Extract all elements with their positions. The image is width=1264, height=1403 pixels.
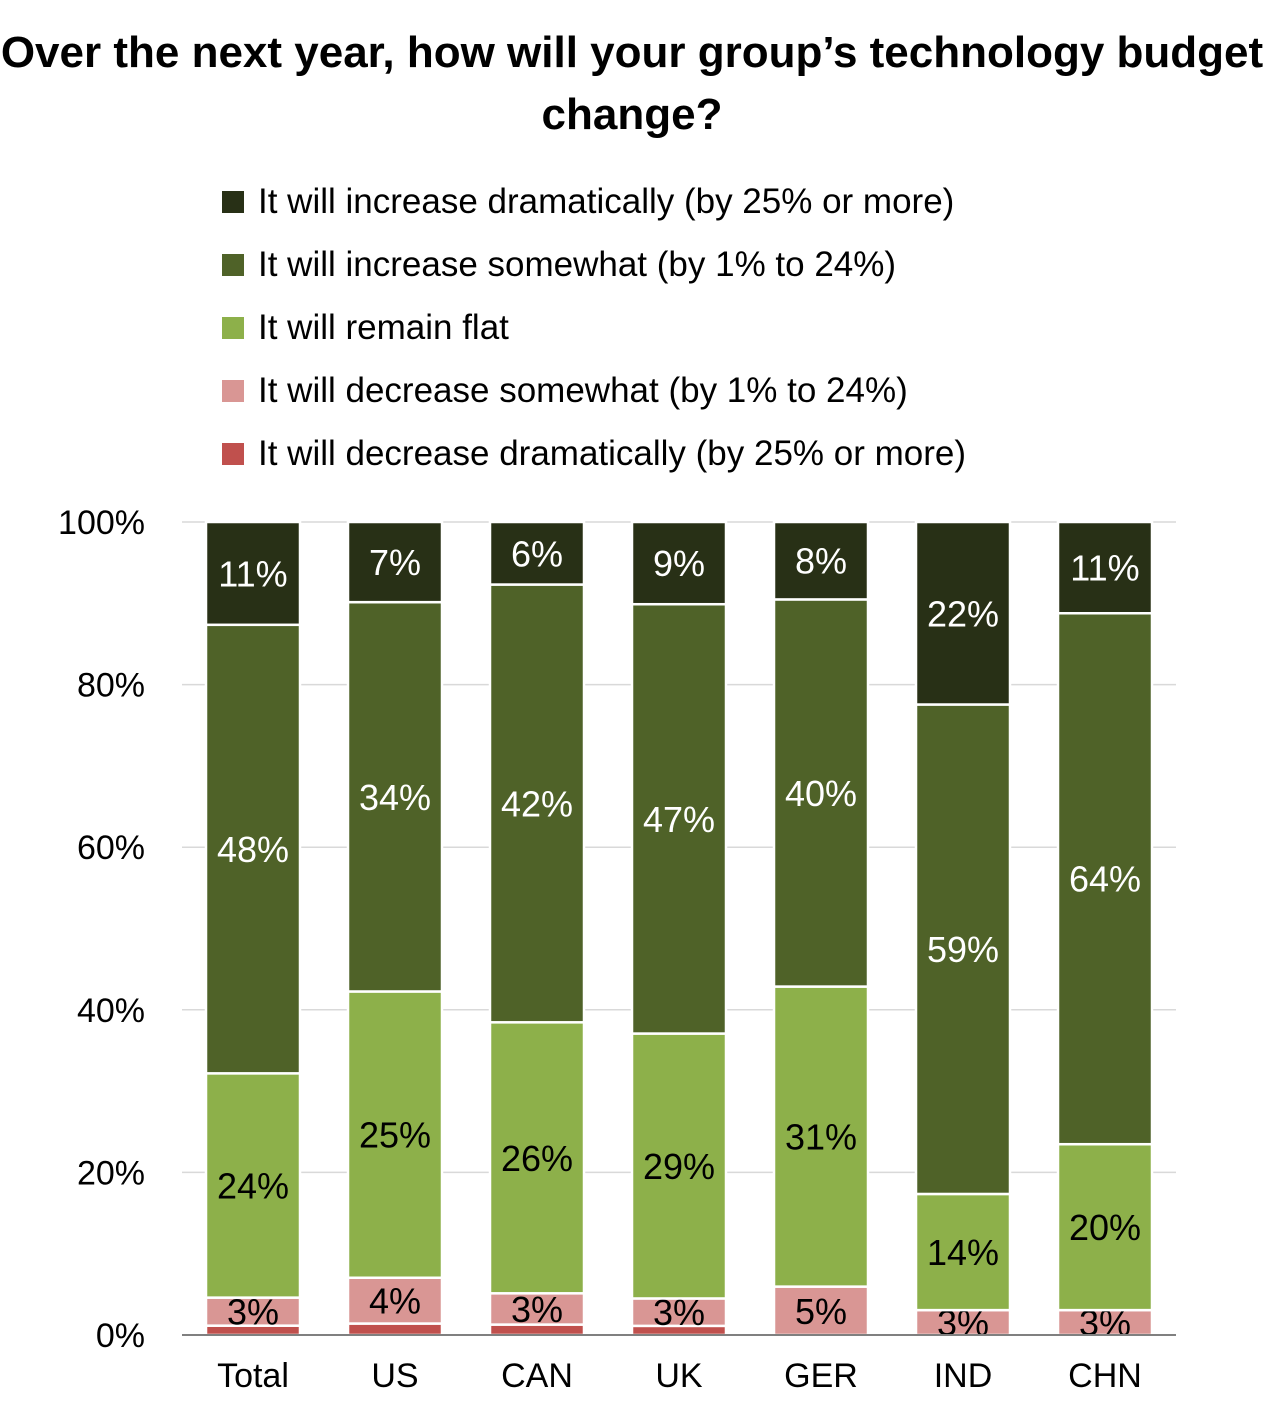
legend-label: It will increase somewhat (by 1% to 24%) bbox=[258, 244, 897, 284]
data-label: 64% bbox=[1069, 859, 1141, 900]
y-tick-label: 0% bbox=[96, 1317, 145, 1355]
data-label: 3% bbox=[511, 1289, 563, 1330]
data-label: 6% bbox=[511, 533, 563, 574]
bar-segment bbox=[204, 520, 302, 627]
x-tick-label: CHN bbox=[1068, 1357, 1142, 1395]
data-label: 5% bbox=[795, 1291, 847, 1332]
bar-segment bbox=[1056, 520, 1154, 615]
legend-label: It will increase dramatically (by 25% or… bbox=[258, 181, 955, 221]
legend-label: It will remain flat bbox=[258, 307, 509, 347]
bar-segment bbox=[204, 1296, 302, 1327]
data-label: 59% bbox=[927, 929, 999, 970]
legend-item: It will increase somewhat (by 1% to 24%) bbox=[222, 233, 966, 296]
legend-item: It will increase dramatically (by 25% or… bbox=[222, 170, 966, 233]
legend-swatch bbox=[222, 442, 244, 465]
bar-segment bbox=[488, 583, 586, 1024]
y-tick-label: 60% bbox=[77, 829, 145, 867]
data-label: 8% bbox=[795, 541, 847, 582]
legend-item: It will decrease somewhat (by 1% to 24%) bbox=[222, 359, 966, 422]
bar-segment bbox=[630, 520, 728, 606]
bar-segment bbox=[346, 1322, 444, 1337]
legend-label: It will decrease somewhat (by 1% to 24%) bbox=[258, 370, 908, 410]
data-label: 25% bbox=[359, 1115, 431, 1156]
data-label: 26% bbox=[501, 1138, 573, 1179]
y-tick-label: 80% bbox=[77, 667, 145, 705]
bar-segment bbox=[630, 1032, 728, 1300]
data-label: 34% bbox=[359, 777, 431, 818]
bar-segment bbox=[346, 600, 444, 993]
data-label: 24% bbox=[217, 1165, 289, 1206]
x-tick-label: IND bbox=[934, 1357, 993, 1395]
legend-item: It will decrease dramatically (by 25% or… bbox=[222, 422, 966, 485]
data-label: 11% bbox=[1070, 548, 1139, 589]
data-label: 40% bbox=[785, 773, 857, 814]
data-label: 22% bbox=[927, 593, 999, 634]
data-label: 48% bbox=[217, 829, 289, 870]
data-label: 29% bbox=[643, 1146, 715, 1187]
data-label: 47% bbox=[643, 799, 715, 840]
legend: It will increase dramatically (by 25% or… bbox=[222, 170, 966, 485]
data-label: 20% bbox=[1069, 1207, 1141, 1248]
legend-swatch bbox=[222, 379, 244, 402]
x-tick-label: Total bbox=[217, 1357, 289, 1395]
legend-label: It will decrease dramatically (by 25% or… bbox=[258, 433, 967, 473]
bar-segment bbox=[772, 598, 870, 988]
data-label: 4% bbox=[369, 1281, 421, 1322]
bar-segment bbox=[488, 520, 586, 586]
bar-segment bbox=[772, 520, 870, 601]
x-tick-label: UK bbox=[655, 1357, 703, 1395]
y-tick-label: 40% bbox=[77, 992, 145, 1030]
bar-segment bbox=[914, 703, 1012, 1196]
legend-swatch bbox=[222, 190, 244, 213]
x-tick-label: GER bbox=[784, 1357, 858, 1395]
legend-swatch bbox=[222, 253, 244, 276]
data-label: 14% bbox=[927, 1232, 999, 1273]
data-label: 9% bbox=[653, 543, 705, 584]
bar-segment bbox=[772, 985, 870, 1288]
bar-segment bbox=[1056, 1142, 1154, 1312]
chart-title: Over the next year, how will your group’… bbox=[0, 28, 1264, 139]
data-label: 31% bbox=[785, 1117, 857, 1158]
legend-item: It will remain flat bbox=[222, 296, 966, 359]
y-tick-label: 100% bbox=[58, 504, 145, 542]
data-label: 7% bbox=[369, 542, 421, 583]
bar-segment bbox=[204, 1072, 302, 1299]
bar-segment bbox=[630, 602, 728, 1035]
bar-segment bbox=[914, 1308, 1012, 1337]
legend-swatch bbox=[222, 316, 244, 339]
bar-segment bbox=[346, 990, 444, 1279]
bar-segment bbox=[914, 1192, 1012, 1312]
y-tick-label: 20% bbox=[77, 1154, 145, 1192]
bar-segment bbox=[1056, 612, 1154, 1146]
data-label: 42% bbox=[501, 783, 573, 824]
x-tick-label: US bbox=[371, 1357, 418, 1395]
data-label: 11% bbox=[218, 553, 287, 594]
bar-segment bbox=[346, 520, 444, 604]
bar-segment bbox=[204, 623, 302, 1075]
x-tick-label: CAN bbox=[501, 1357, 573, 1395]
bar-segment bbox=[914, 520, 1012, 706]
